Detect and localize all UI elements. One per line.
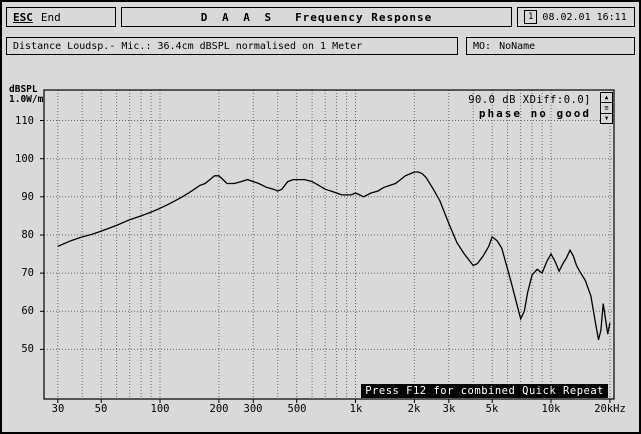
x-tick-label: 100 <box>150 403 170 415</box>
info-bar: Distance Loudsp.- Mic.: 36.4cm dBSPL nor… <box>6 37 635 55</box>
esc-end-button[interactable]: ESC End <box>6 7 116 27</box>
f12-hint-banner: Press F12 for combined Quick Repeat <box>361 384 608 398</box>
mo-label: MO: <box>473 40 492 52</box>
arrow-down-icon: ▼ <box>604 115 609 122</box>
y-tick-label: 100 <box>15 153 34 165</box>
x-tick-label: 2k <box>407 403 421 415</box>
y-tick-label: 90 <box>21 191 34 203</box>
x-tick-label: 200 <box>209 403 229 415</box>
arrow-up-icon: ▲ <box>604 94 609 101</box>
x-tick-label: 30 <box>51 403 65 415</box>
level-scrollbar: ▲ ≡ ▼ <box>600 92 613 124</box>
mo-box[interactable]: MO: NoName <box>466 37 635 55</box>
y-axis-unit-label: dBSPL 1.0W/m <box>9 85 43 105</box>
y-axis-labels: 110 100 90 80 70 60 50 <box>2 90 40 399</box>
x-tick-label: 50 <box>94 403 108 415</box>
y-axis-unit-line1: dBSPL <box>9 84 38 95</box>
x-axis-labels: 30 50 100 200 300 500 1k 2k 3k 5k 10k 20kHz <box>44 403 626 417</box>
datetime-label: 08.02.01 16:11 <box>542 11 627 23</box>
datetime-box: 1 08.02.01 16:11 <box>517 7 635 27</box>
app-name: D A A S <box>200 10 276 24</box>
y-tick-label: 60 <box>21 305 34 317</box>
level-readout: 90.0 dB XDiff:0.0] <box>468 94 591 106</box>
page-number-badge: 1 <box>524 10 538 24</box>
x-tick-label: 1k <box>349 403 363 415</box>
x-tick-label: 300 <box>243 403 263 415</box>
mo-value: NoName <box>499 40 536 52</box>
cursor-readout: 90.0 dB XDiff:0.0] phase no good <box>468 94 591 120</box>
title-bar: ESC End D A A S Frequency Response 1 08.… <box>6 7 635 27</box>
app-title: D A A S Frequency Response <box>121 7 512 27</box>
x-tick-label: 10k <box>541 403 561 415</box>
y-tick-label: 70 <box>21 267 34 279</box>
end-label: End <box>40 10 61 24</box>
y-axis-unit-line2: 1.0W/m <box>9 94 44 105</box>
y-tick-label: 50 <box>21 343 34 355</box>
scroll-thumb[interactable]: ≡ <box>600 103 613 113</box>
x-tick-label: 500 <box>287 403 307 415</box>
x-tick-label: 3k <box>442 403 456 415</box>
esc-key-label: ESC <box>13 10 33 24</box>
page-title: Frequency Response <box>295 10 433 24</box>
scroll-down-button[interactable]: ▼ <box>600 113 613 124</box>
scroll-up-button[interactable]: ▲ <box>600 92 613 103</box>
y-tick-label: 80 <box>21 229 34 241</box>
x-tick-label: 20kHz <box>594 403 626 415</box>
plot-svg <box>40 89 615 403</box>
response-curve <box>57 171 611 341</box>
phase-status-label: phase no good <box>478 107 591 120</box>
grip-icon: ≡ <box>604 104 609 112</box>
y-tick-label: 110 <box>15 115 34 127</box>
measurement-info-label: Distance Loudsp.- Mic.: 36.4cm dBSPL nor… <box>13 40 363 52</box>
measurement-info-box: Distance Loudsp.- Mic.: 36.4cm dBSPL nor… <box>6 37 458 55</box>
x-tick-label: 5k <box>485 403 499 415</box>
